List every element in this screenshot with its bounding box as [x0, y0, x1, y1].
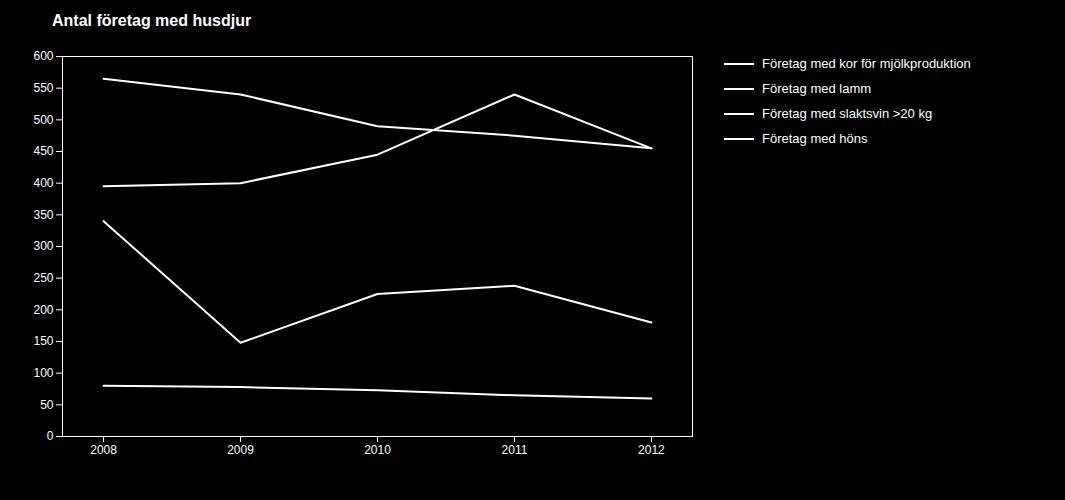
svg-text:150: 150 — [33, 334, 53, 348]
html-text:Företag med slaktsvin >20 kg: Företag med slaktsvin >20 kg — [762, 106, 933, 121]
svg-text:2009: 2009 — [227, 443, 254, 457]
svg-text:350: 350 — [33, 208, 53, 222]
svg-text:2010: 2010 — [364, 443, 391, 457]
svg-text:200: 200 — [33, 303, 53, 317]
svg-text:2011: 2011 — [502, 443, 528, 457]
svg-text:400: 400 — [33, 176, 53, 190]
svg-text:600: 600 — [33, 49, 53, 63]
html-text:Företag med höns: Företag med höns — [762, 131, 868, 146]
svg-text:100: 100 — [33, 366, 53, 380]
svg-text:2008: 2008 — [90, 443, 117, 457]
html-text:Företag med kor för mjölkprodu: Företag med kor för mjölkproduktion — [762, 56, 971, 71]
svg-text:550: 550 — [33, 81, 53, 95]
svg-text:500: 500 — [33, 113, 53, 127]
svg-text:50: 50 — [40, 398, 54, 412]
html-text:Företag med lamm: Företag med lamm — [762, 81, 872, 96]
svg-text:0: 0 — [47, 429, 54, 443]
svg-text:300: 300 — [33, 239, 53, 253]
svg-text:250: 250 — [33, 271, 53, 285]
svg-text:450: 450 — [33, 144, 53, 158]
svg-text:2012: 2012 — [638, 443, 665, 457]
html-text:Antal företag med husdjur: Antal företag med husdjur — [52, 12, 252, 29]
